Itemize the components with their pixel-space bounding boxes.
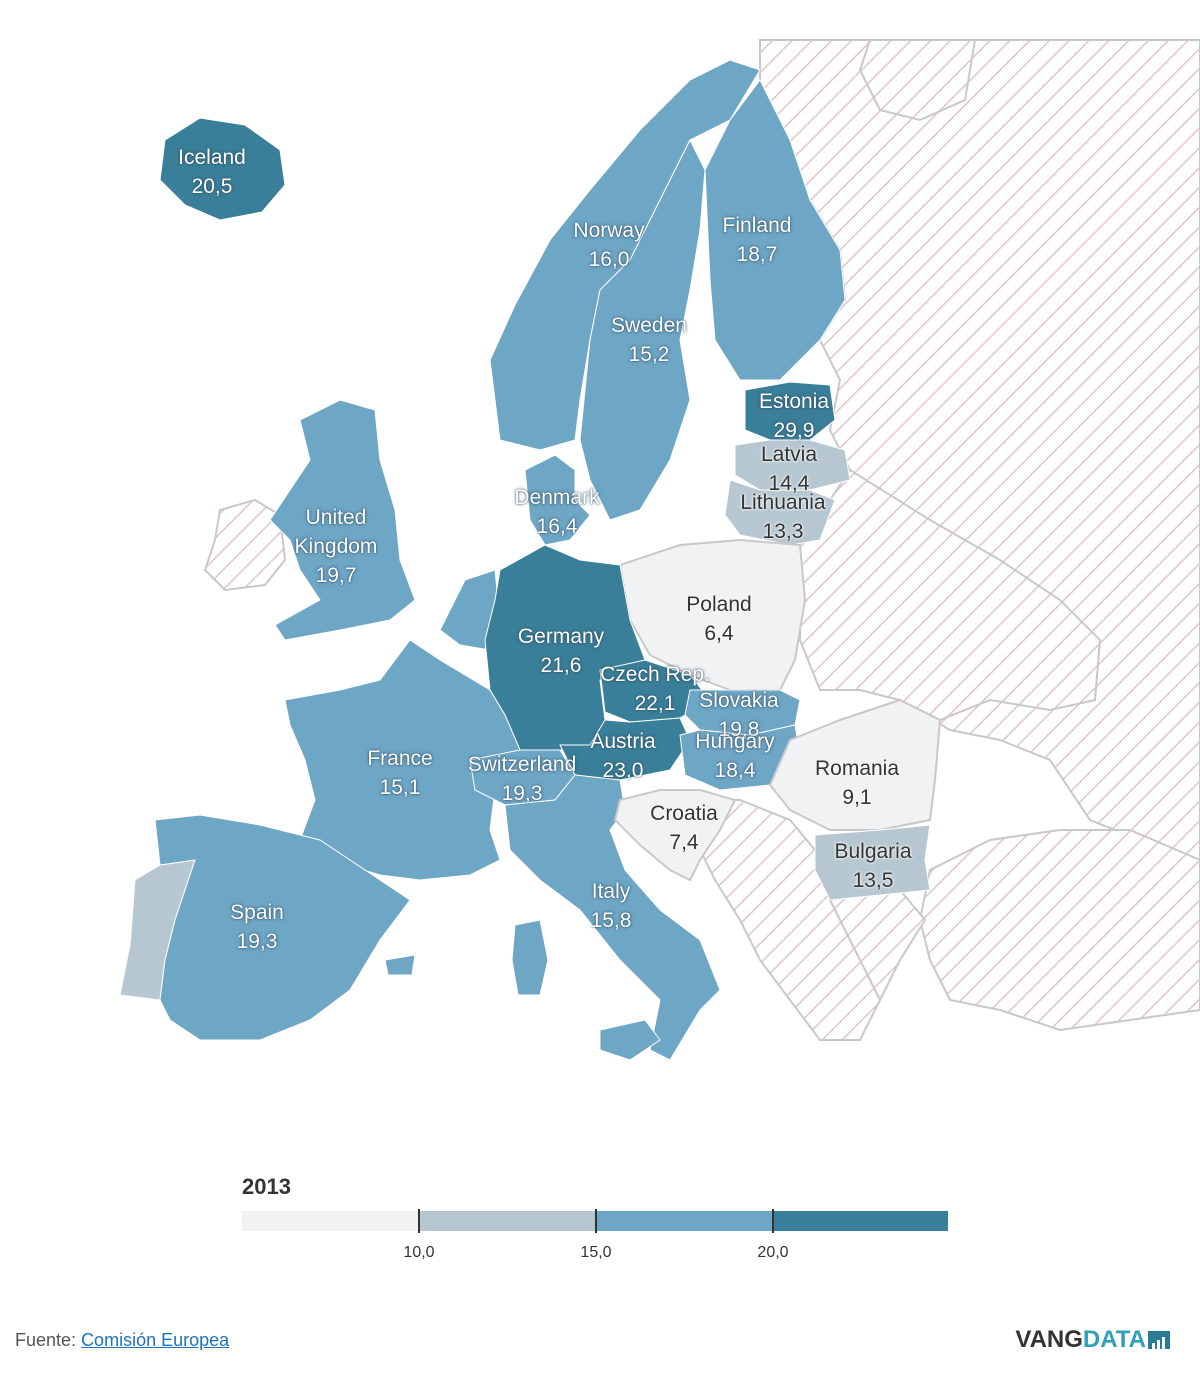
denmark-shape bbox=[524, 454, 591, 546]
balkans-region bbox=[699, 799, 882, 1041]
label-estonia: Estonia 29,9 bbox=[758, 390, 830, 442]
europe-map bbox=[119, 39, 1200, 1061]
label-austria: Austria 23,0 bbox=[590, 730, 656, 782]
label-iceland: Iceland 20,5 bbox=[178, 146, 246, 198]
poland-shape bbox=[618, 538, 807, 691]
belarus-ukraine-region bbox=[799, 468, 1102, 722]
source-label: Fuente: bbox=[15, 1330, 77, 1350]
legend-tick-label-10: 10,0 bbox=[403, 1244, 435, 1261]
legend-bin-over-20 bbox=[773, 1211, 948, 1231]
label-france: France 15,1 bbox=[367, 747, 433, 799]
bar-chart-icon bbox=[1148, 1331, 1170, 1349]
latvia-shape bbox=[734, 439, 851, 491]
label-spain: Spain 19,3 bbox=[230, 901, 284, 953]
estonia-shape bbox=[744, 381, 836, 441]
label-finland: Finland 18,7 bbox=[722, 214, 792, 266]
brand-accent: DATA bbox=[1082, 1326, 1146, 1353]
legend-title: 2013 bbox=[242, 1174, 291, 1199]
source-link[interactable]: Comisión Europea bbox=[81, 1330, 230, 1350]
uk-shape bbox=[269, 399, 416, 641]
finland-shape bbox=[704, 79, 846, 381]
croatia-shape bbox=[613, 789, 737, 882]
ireland-region bbox=[203, 498, 287, 592]
label-lithuania: Lithuania 13,3 bbox=[740, 491, 826, 543]
source-credit: Fuente: Comisión Europea bbox=[15, 1330, 229, 1351]
lithuania-shape bbox=[724, 479, 836, 546]
label-norway: Norway 16,0 bbox=[573, 219, 645, 271]
map-canvas bbox=[119, 39, 1200, 1061]
label-united-kingdom: United Kingdom 19,7 bbox=[294, 506, 378, 587]
sicily-shape bbox=[599, 1019, 661, 1061]
romania-shape bbox=[768, 698, 942, 831]
legend-tick-label-20: 20,0 bbox=[757, 1244, 789, 1261]
label-croatia: Croatia 7,4 bbox=[650, 802, 718, 854]
legend-color-scale bbox=[242, 1211, 948, 1231]
france-shape bbox=[284, 639, 521, 881]
label-czech-rep: Czech Rep. 22,1 bbox=[600, 663, 710, 715]
label-sweden: Sweden 15,2 bbox=[611, 314, 687, 366]
iceland-shape bbox=[159, 117, 286, 221]
italy-shape bbox=[504, 774, 721, 1061]
legend-bin-under-10 bbox=[242, 1211, 419, 1231]
sardinia-shape bbox=[511, 919, 549, 996]
label-slovakia: Slovakia 19,8 bbox=[699, 689, 779, 741]
no-data-northeast bbox=[858, 39, 977, 122]
legend-tick-10 bbox=[418, 1209, 420, 1233]
legend-bin-10-15 bbox=[419, 1211, 596, 1231]
label-germany: Germany 21,6 bbox=[517, 625, 605, 677]
brand-main: VANG bbox=[1015, 1326, 1083, 1353]
legend-tick-15 bbox=[595, 1209, 597, 1233]
spain-shape bbox=[154, 814, 411, 1041]
brand-logo: VANG DATA bbox=[1015, 1326, 1170, 1354]
label-romania: Romania 9,1 bbox=[814, 757, 900, 809]
label-denmark: Denmark 16,4 bbox=[514, 486, 600, 538]
legend-bin-15-20 bbox=[596, 1211, 773, 1231]
label-poland: Poland 6,4 bbox=[686, 593, 752, 645]
label-latvia: Latvia 14,4 bbox=[760, 443, 818, 495]
sweden-shape bbox=[579, 138, 706, 521]
turkey-region bbox=[918, 829, 1200, 1032]
label-switzerland: Switzerland 19,3 bbox=[467, 753, 577, 805]
label-bulgaria: Bulgaria 13,5 bbox=[834, 840, 912, 892]
bulgaria-shape bbox=[814, 824, 931, 901]
label-italy: Italy 15,8 bbox=[590, 880, 632, 932]
label-hungary: Hungary 18,4 bbox=[695, 730, 775, 782]
legend-tick-label-15: 15,0 bbox=[580, 1244, 612, 1261]
baleares-shape bbox=[384, 954, 416, 976]
legend-tick-20 bbox=[772, 1209, 774, 1233]
